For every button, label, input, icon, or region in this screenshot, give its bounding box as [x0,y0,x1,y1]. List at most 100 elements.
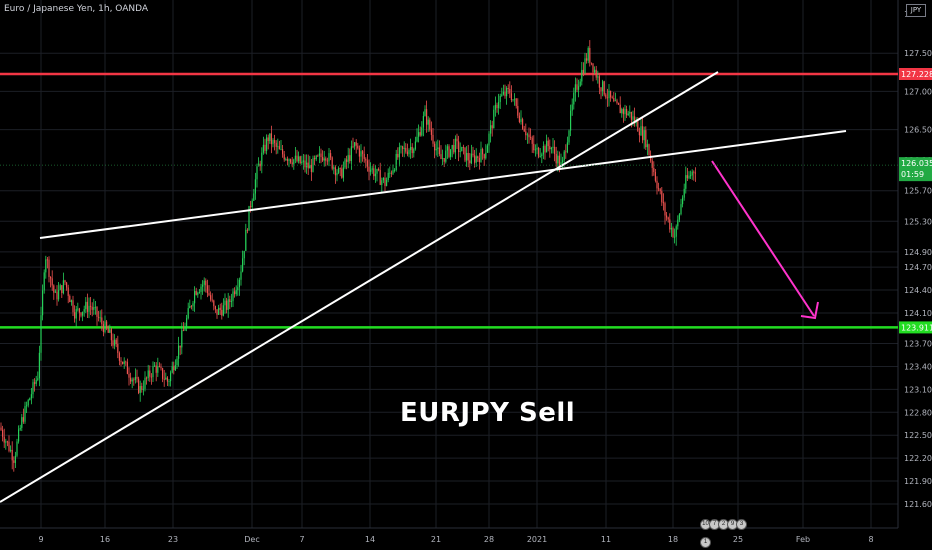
candle-body-388 [621,109,623,114]
candle-body-264 [422,115,424,128]
candle-body-69 [110,329,112,341]
candle-body-413 [661,191,663,203]
candle-body-94 [150,376,152,378]
candle-body-324 [518,115,520,122]
candle-body-349 [558,155,560,167]
candle-body-105 [168,381,170,382]
candle-body-23 [37,378,39,380]
candle-body-261 [418,132,420,137]
candle-body-152 [243,250,245,259]
candle-body-153 [245,229,247,251]
y-tick-label-4: 122.800 [904,408,932,417]
candle-body-387 [619,104,621,114]
candle-body-262 [419,132,421,136]
candle-body-273 [437,147,439,149]
candle-body-108 [173,366,175,371]
candle-body-391 [626,108,628,116]
candle-body-208 [333,167,335,169]
candle-body-149 [238,279,240,288]
countdown-label: 01:59 [901,170,924,179]
candle-body-14 [22,417,24,422]
candle-body-278 [445,150,447,162]
candle-body-206 [330,153,332,158]
candle-body-329 [526,134,528,136]
candle-body-357 [571,104,573,111]
candle-body-148 [237,287,239,291]
candle-body-420 [672,228,674,237]
candle-body-107 [171,366,173,373]
event-badges[interactable]: 10 7 2 9 31 [700,512,752,548]
x-tick-label-1: 16 [100,535,110,544]
candle-body-415 [664,203,666,216]
candle-body-185 [296,155,298,162]
candle-body-320 [512,99,514,101]
candle-body-427 [683,188,685,198]
candle-body-233 [373,168,375,177]
candle-body-269 [430,129,432,135]
candle-body-169 [270,133,272,145]
candle-body-223 [357,145,359,149]
candle-body-246 [394,170,396,171]
candle-body-35 [56,291,58,300]
candle-body-266 [426,109,428,125]
candle-body-247 [395,153,397,171]
candle-body-21 [34,382,36,384]
candle-body-40 [64,280,66,283]
candle-body-236 [378,169,380,171]
candle-body-102 [163,378,165,380]
candle-body-409 [654,172,656,181]
candle-body-63 [101,317,103,325]
candle-body-238 [381,180,383,185]
candle-body-251 [402,146,404,149]
candle-body-181 [290,159,292,163]
candle-body-200 [320,153,322,158]
candle-body-32 [51,278,53,286]
candle-body-180 [288,159,290,161]
sell-arrow-head [800,301,819,320]
candle-body-225 [360,151,362,157]
candle-body-17 [27,400,29,406]
candle-body-248 [397,153,399,158]
candle-body-419 [670,228,672,230]
candle-body-330 [528,134,530,138]
candle-body-210 [336,172,338,176]
candle-body-136 [218,307,220,315]
candle-body-194 [310,164,312,172]
candle-body-412 [659,189,661,192]
candle-body-218 [349,155,351,162]
sell-annotation: EURJPY Sell [400,398,576,428]
y-tick-label-7: 123.700 [904,340,932,349]
candle-body-342 [547,140,549,147]
candle-body-79 [126,362,128,374]
candle-body-432 [691,171,693,176]
candle-body-30 [48,259,50,277]
candle-body-220 [352,146,354,148]
candle-body-392 [627,113,629,116]
y-tick-label-16: 127.500 [904,49,932,58]
candle-body-109 [174,365,176,371]
candle-body-403 [645,130,647,148]
candle-body-213 [341,168,343,178]
candle-body-48 [77,308,79,310]
candle-body-263 [421,127,423,136]
candle-body-172 [275,142,277,147]
candle-body-399 [638,131,640,136]
candle-body-285 [456,138,458,142]
candle-body-290 [464,147,466,161]
event-badge-5[interactable]: 1 [700,537,711,548]
candle-body-224 [358,148,360,157]
candle-body-319 [510,93,512,101]
candle-body-203 [325,158,327,161]
candle-body-313 [501,94,503,96]
candle-body-156 [250,206,252,207]
candle-body-33 [53,285,55,293]
candle-body-137 [219,307,221,310]
candle-body-86 [138,378,140,393]
candle-body-120 [192,303,194,307]
candle-body-381 [610,90,612,98]
candle-body-297 [475,156,477,163]
event-badge-4[interactable]: 3 [736,519,747,530]
candle-body-364 [582,69,584,74]
candle-body-252 [403,147,405,149]
